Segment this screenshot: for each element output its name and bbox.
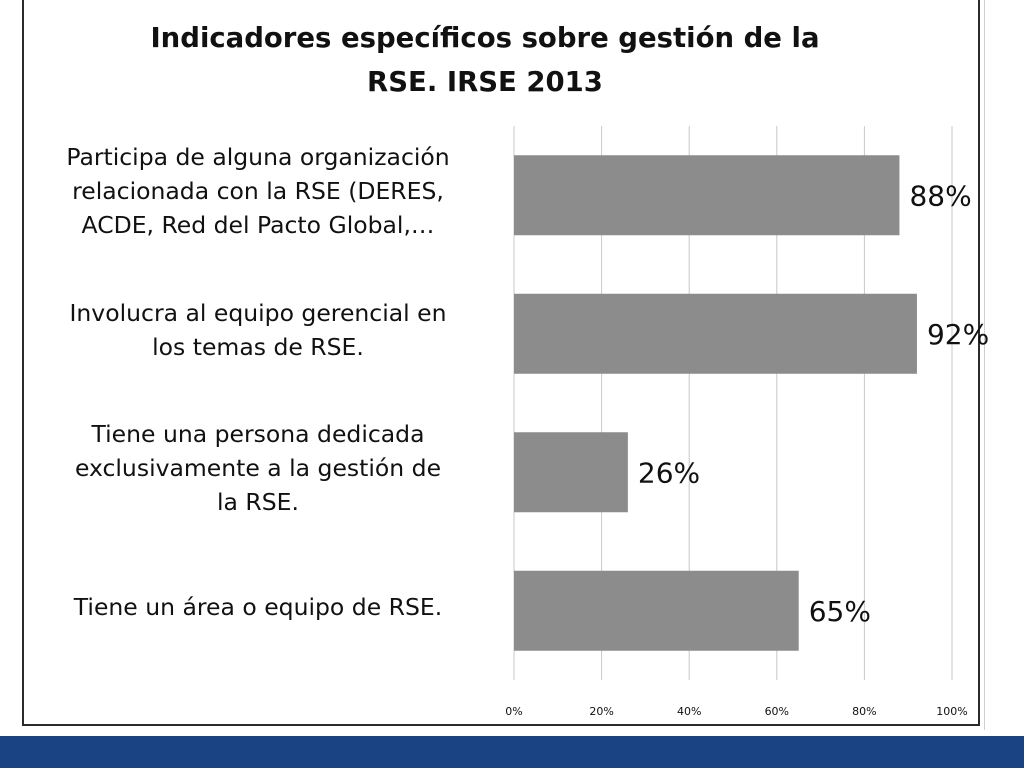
- category-label-line: relacionada con la RSE (DERES,: [72, 177, 444, 206]
- chart-title-line-1: Indicadores específicos sobre gestión de…: [150, 22, 820, 54]
- data-label-1: 92%: [927, 318, 989, 351]
- category-label-1: Involucra al equipo gerencial en los tema…: [28, 296, 488, 364]
- data-label-3: 65%: [809, 595, 871, 628]
- category-label-line: Involucra al equipo gerencial en: [69, 298, 447, 327]
- category-label-line: la RSE.: [217, 488, 299, 517]
- x-tick-label: 100%: [936, 705, 967, 718]
- category-label-line: Tiene una persona dedicada: [91, 420, 425, 449]
- bar-0: [514, 155, 900, 236]
- chart-title-line-2: RSE. IRSE 2013: [367, 66, 603, 98]
- data-label-2: 26%: [638, 456, 700, 489]
- x-tick-label: 0%: [505, 705, 522, 718]
- category-label-line: ACDE, Red del Pacto Global,…: [81, 211, 435, 240]
- bar-3: [514, 570, 799, 651]
- category-label-line: Tiene un área o equipo de RSE.: [73, 592, 443, 621]
- side-rule: [984, 0, 985, 730]
- chart-title: Indicadores específicos sobre gestión de…: [60, 16, 910, 104]
- x-tick-label: 60%: [765, 705, 789, 718]
- category-label-0: Participa de alguna organización relacion…: [28, 140, 488, 242]
- category-label-line: exclusivamente a la gestión de: [74, 454, 442, 483]
- x-tick-label: 40%: [677, 705, 701, 718]
- bar-2: [514, 432, 628, 513]
- x-tick-label: 20%: [589, 705, 613, 718]
- x-tick-label: 80%: [852, 705, 876, 718]
- category-label-line: los temas de RSE.: [152, 332, 364, 361]
- category-label-line: Participa de alguna organización: [66, 143, 450, 172]
- category-label-2: Tiene una persona dedicada exclusivamente…: [28, 417, 488, 519]
- category-label-3: Tiene un área o equipo de RSE.: [28, 590, 488, 624]
- bar-1: [514, 293, 917, 374]
- data-label-0: 88%: [909, 179, 971, 212]
- footer-band: [0, 736, 1024, 768]
